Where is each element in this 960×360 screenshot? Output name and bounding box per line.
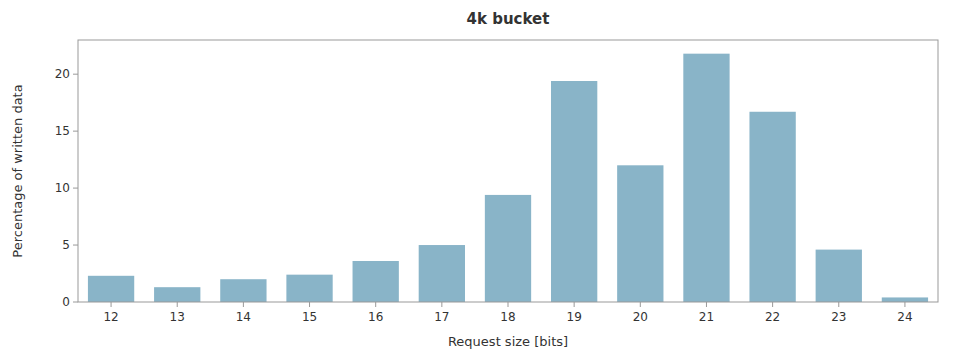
y-axis: 0 5 10 15 20: [55, 67, 78, 309]
x-tick: [574, 302, 575, 307]
bar: [816, 250, 862, 302]
x-tick: [309, 302, 310, 307]
bar: [749, 112, 795, 302]
x-tick: [111, 302, 112, 307]
x-axis: 12 13 14 15 16 17 18 19 20 21 22 23 24: [103, 302, 912, 324]
y-tick: [73, 74, 78, 75]
bar: [286, 275, 332, 302]
x-tick-label: 23: [831, 310, 846, 324]
y-tick: [73, 188, 78, 189]
x-tick: [838, 302, 839, 307]
x-tick-label: 13: [170, 310, 185, 324]
x-tick-label: 16: [368, 310, 383, 324]
x-tick: [441, 302, 442, 307]
y-tick-label: 20: [55, 67, 70, 81]
x-tick: [772, 302, 773, 307]
bar: [882, 297, 928, 302]
x-tick: [177, 302, 178, 307]
bars: [88, 54, 928, 302]
y-tick: [73, 131, 78, 132]
title: 4k bucket: [467, 10, 550, 28]
x-tick-label: 24: [897, 310, 912, 324]
x-tick-label: 12: [103, 310, 118, 324]
x-tick: [904, 302, 905, 307]
x-tick: [243, 302, 244, 307]
x-tick: [640, 302, 641, 307]
bar: [683, 54, 729, 302]
bar: [617, 165, 663, 302]
x-tick-label: 15: [302, 310, 317, 324]
bar: [88, 276, 134, 302]
bar: [485, 195, 531, 302]
x-tick-label: 19: [567, 310, 582, 324]
chart-svg: 0 5 10 15 20 12 13 14 15 16 17 18 19 20 21 22 23 24 4k buc…: [0, 0, 960, 360]
x-tick-label: 14: [236, 310, 251, 324]
x-tick: [508, 302, 509, 307]
bar: [220, 279, 266, 302]
x-tick-label: 17: [434, 310, 449, 324]
bar: [551, 81, 597, 302]
y-tick-label: 0: [62, 295, 70, 309]
x-tick-label: 21: [699, 310, 714, 324]
x-tick-label: 20: [633, 310, 648, 324]
y-tick-label: 15: [55, 124, 70, 138]
x-tick: [706, 302, 707, 307]
x-tick: [375, 302, 376, 307]
y-tick: [73, 245, 78, 246]
x-tick-label: 22: [765, 310, 780, 324]
chart-container: 0 5 10 15 20 12 13 14 15 16 17 18 19 20 21 22 23 24 4k buc…: [0, 0, 960, 360]
y-tick-label: 5: [62, 238, 70, 252]
y-axis-label: Percentage of written data: [10, 84, 25, 257]
x-axis-label: Request size [bits]: [448, 334, 568, 349]
bar: [154, 287, 200, 302]
y-tick: [73, 302, 78, 303]
plot-frame: [78, 40, 938, 302]
bar: [419, 245, 465, 302]
x-tick-label: 18: [500, 310, 515, 324]
bar: [353, 261, 399, 302]
y-tick-label: 10: [55, 181, 70, 195]
